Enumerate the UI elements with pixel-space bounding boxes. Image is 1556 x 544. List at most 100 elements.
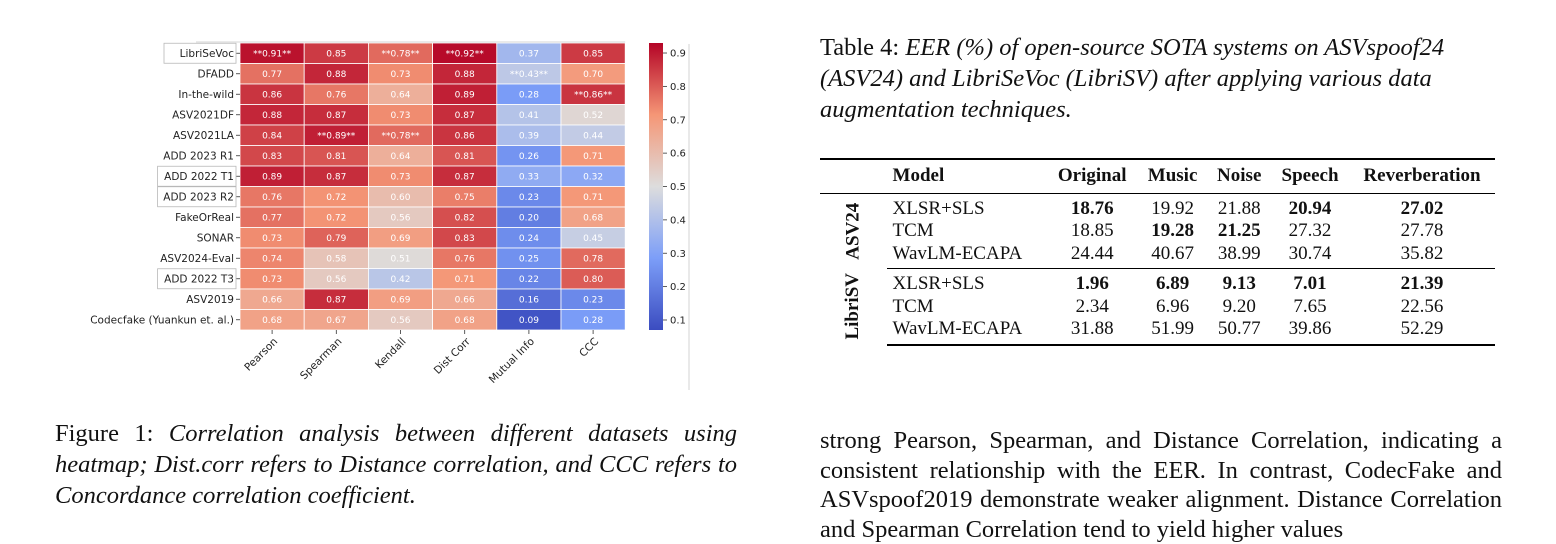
table-cell: 27.32 [1288, 220, 1332, 241]
heatmap-cell-label: 0.87 [455, 111, 475, 121]
heatmap-row-label-box [163, 42, 237, 64]
heatmap-col-label: Spearman [298, 336, 344, 382]
heatmap-cell-label: 0.41 [519, 111, 539, 121]
heatmap-row-label: Codecfake (Yuankun et. al.) [90, 315, 234, 327]
heatmap-row-label: ASV2024-Eval [160, 253, 234, 265]
table-caption-label: Table 4: [820, 34, 900, 61]
table-cell: 35.82 [1349, 242, 1495, 269]
heatmap-col-label: Pearson [242, 336, 280, 374]
heatmap-cell-label: 0.22 [519, 275, 539, 285]
table-caption-text: EER (%) of open-source SOTA systems on A… [820, 34, 1445, 123]
table-cell: 50.77 [1207, 318, 1272, 346]
heatmap-cell-label: 0.56 [390, 316, 410, 326]
table-cell: 9.20 [1222, 295, 1256, 317]
table-row: ASV24 XLSR+SLS 18.76 19.92 21.88 20.94 2… [820, 193, 1495, 260]
heatmap-cell-label: 0.73 [262, 234, 282, 244]
heatmap-cells: **0.91** 0.85 **0.78** **0.92** 0.37 0.85 0.77… [239, 42, 626, 331]
table-cell: 21.25 [1217, 220, 1261, 241]
table-cell: 27.78 [1400, 220, 1444, 241]
header-reverberation: Reverberation [1349, 158, 1495, 194]
heatmap-cell-label: 0.81 [455, 152, 475, 162]
table-group-asv24: ASV24 XLSR+SLS 18.76 19.92 21.88 20.94 2… [820, 193, 1495, 269]
heatmap-cell-label: 0.72 [326, 193, 346, 203]
heatmap-cell-label: 0.73 [390, 172, 410, 182]
heatmap-cell-label: 0.76 [326, 90, 346, 100]
table-cell: 6.89 [1155, 273, 1190, 294]
colorbar-gradient [649, 43, 663, 330]
heatmap-cell-label: 0.67 [326, 316, 346, 326]
table-cell: 1.96 [1075, 273, 1109, 294]
table-cell: 18.76 [1070, 197, 1114, 219]
heatmap-cell-label: 0.88 [326, 70, 346, 80]
heatmap-cell-label: **0.92** [446, 49, 485, 59]
heatmap-cell-label: 0.69 [390, 295, 410, 305]
table-row: WavLM-ECAPA 24.44 40.67 38.99 30.74 35.8… [820, 242, 1495, 269]
table-row: TCM 18.85 19.28 21.25 27.32 27.78 [820, 220, 1495, 243]
heatmap-cell-label: 0.23 [519, 193, 539, 203]
heatmap-cell-label: 0.86 [262, 90, 282, 100]
table-cell: 19.92 [1151, 197, 1194, 219]
body-paragraph-text: strong Pearson, Spearman, and Distance C… [820, 427, 1502, 543]
colorbar-tick-label: 0.3 [670, 249, 686, 260]
colorbar-tick-label: 0.4 [670, 215, 686, 226]
heatmap-cell-label: 0.68 [455, 316, 475, 326]
heatmap-cell-label: **0.43** [510, 70, 549, 80]
group-label-librisv: LibriSV [842, 273, 864, 340]
heatmap-row-label-box [157, 165, 237, 187]
heatmap-cell-label: 0.25 [519, 254, 539, 264]
heatmap-cell-label: 0.83 [455, 234, 475, 244]
figure-caption-label: Figure 1: [55, 420, 154, 447]
colorbar-tick-label: 0.1 [670, 316, 686, 327]
heatmap-cell-label: 0.77 [262, 70, 282, 80]
colorbar-tick-label: 0.5 [670, 182, 686, 193]
table-cell: 9.13 [1222, 273, 1256, 294]
table-cell: 22.56 [1400, 295, 1444, 317]
figure-caption: Figure 1: Correlation analysis between d… [55, 418, 737, 511]
heatmap-cell-label: 0.66 [262, 295, 282, 305]
heatmap-cell-label: 0.24 [519, 234, 539, 244]
table-cell: XLSR+SLS [892, 273, 985, 294]
table-group-librisv: LibriSV XLSR+SLS 1.96 6.89 9.13 7.01 21.… [820, 269, 1495, 346]
heatmap-cell-label: 0.66 [455, 295, 475, 305]
colorbar-tick-label: 0.6 [670, 149, 686, 160]
heatmap-cell-label: 0.64 [390, 152, 410, 162]
heatmap-cell-label: 0.85 [326, 49, 346, 59]
table-cell: WavLM-ECAPA [886, 318, 1047, 346]
heatmap-cell-label: 0.28 [583, 316, 603, 326]
heatmap-cell-label: 0.79 [326, 234, 346, 244]
heatmap-cell-label: 0.58 [326, 254, 346, 264]
heatmap-cell-label: 0.77 [262, 213, 282, 223]
table-row: TCM 2.34 6.96 9.20 7.65 22.56 [820, 296, 1495, 319]
correlation-heatmap: **0.91** 0.85 **0.78** **0.92** 0.37 0.85 0.77… [90, 41, 690, 390]
table-caption: Table 4: EER (%) of open-source SOTA sys… [820, 32, 1502, 125]
table-cell: 31.88 [1046, 318, 1138, 346]
heatmap-row-label: SONAR [197, 233, 234, 245]
table-cell: 7.01 [1293, 273, 1327, 294]
heatmap-cell-label: 0.32 [583, 172, 603, 182]
colorbar-tick-label: 0.9 [670, 49, 686, 60]
table-cell: 52.29 [1349, 318, 1495, 346]
heatmap-cell-label: 0.39 [519, 131, 539, 141]
heatmap-cell-label: 0.68 [262, 316, 282, 326]
figure-caption-text: Correlation analysis between different d… [55, 420, 738, 509]
heatmap-row-label: ASV2019 [186, 294, 234, 306]
table-cell: 40.67 [1137, 242, 1208, 269]
group-label-asv24: ASV24 [842, 202, 864, 260]
heatmap-cell-label: 0.44 [583, 131, 603, 141]
heatmap-cell-label: 0.86 [455, 131, 475, 141]
heatmap-cell-label: 0.89 [455, 90, 475, 100]
heatmap-cell-label: 0.37 [519, 49, 539, 59]
heatmap-cell-label: 0.28 [519, 90, 539, 100]
heatmap-cell-label: 0.45 [583, 234, 603, 244]
table-cell: 21.39 [1400, 273, 1444, 294]
heatmap-cell-label: 0.85 [583, 49, 603, 59]
heatmap-cell-label: 0.83 [262, 152, 282, 162]
heatmap-row-label: ADD 2022 T1 [164, 171, 234, 183]
heatmap-row-label: ADD 2023 R2 [163, 192, 234, 204]
colorbar-tick-label: 0.2 [670, 282, 686, 293]
heatmap-cell-label: 0.51 [390, 254, 410, 264]
heatmap-cell-label: 0.42 [390, 275, 410, 285]
table-cell: 21.88 [1217, 197, 1261, 219]
table-cell: 27.02 [1400, 197, 1444, 219]
table-cell: 51.99 [1137, 318, 1208, 346]
